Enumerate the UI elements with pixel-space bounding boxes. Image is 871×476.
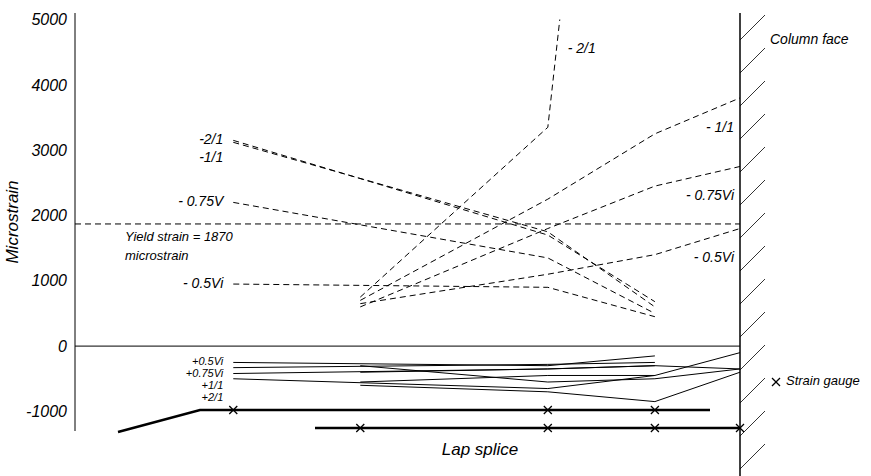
svg-text:-2/1: -2/1 [199,131,223,147]
svg-text:- 1/1: - 1/1 [706,119,734,135]
svg-text:microstrain: microstrain [125,248,189,263]
svg-text:0: 0 [58,338,67,355]
svg-text:- 0.5Vi: - 0.5Vi [183,275,224,291]
svg-text:+1/1: +1/1 [202,379,224,391]
svg-text:5000: 5000 [31,11,67,28]
svg-text:- 2/1: - 2/1 [568,40,596,56]
svg-text:Strain gauge: Strain gauge [786,373,860,388]
svg-text:1000: 1000 [31,272,67,289]
svg-text:- 0.75Vi: - 0.75Vi [686,187,735,203]
svg-text:2000: 2000 [30,207,67,224]
svg-text:- 0.75V: - 0.75V [178,193,225,209]
svg-text:Yield strain = 1870: Yield strain = 1870 [125,229,234,244]
svg-text:-1/1: -1/1 [199,149,223,165]
svg-text:+0.5Vi: +0.5Vi [192,355,224,367]
svg-text:- 0.5Vi: - 0.5Vi [694,249,735,265]
svg-text:Lap splice: Lap splice [442,440,519,459]
svg-text:4000: 4000 [31,77,67,94]
svg-text:-1000: -1000 [26,403,67,420]
svg-text:+2/1: +2/1 [202,391,224,403]
svg-text:Microstrain: Microstrain [8,180,22,263]
svg-text:+0.75Vi: +0.75Vi [186,367,224,379]
svg-text:3000: 3000 [31,142,67,159]
svg-text:Column face: Column face [770,31,849,47]
